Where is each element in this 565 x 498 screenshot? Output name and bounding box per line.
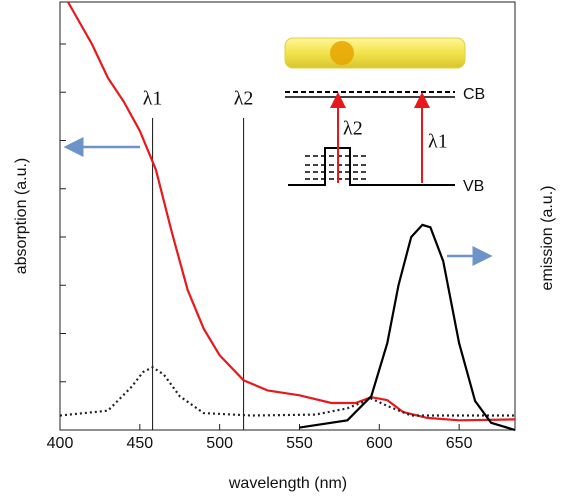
nanorod [284,37,466,69]
lambda2-label: λ2 [343,118,363,140]
x-tick-label: 600 [366,435,393,452]
lambda1-label: λ1 [428,131,448,153]
x-axis-label: wavelength (nm) [228,475,347,492]
x-tick-label: 400 [47,435,74,452]
y-axis-label: absorption (a.u.) [13,158,30,275]
marker-label: λ2 [234,88,254,110]
dot [330,41,354,65]
x-tick-label: 650 [446,435,473,452]
plot-frame [59,1,516,431]
series-line [299,223,516,432]
series-line [67,1,516,422]
inset: CB VB λ2 λ1 [284,37,485,195]
marker-label: λ1 [143,88,163,110]
x-tick-label: 550 [286,435,313,452]
dot-levels [305,155,368,180]
cb-label: CB [463,86,485,103]
x-tick-label: 500 [206,435,233,452]
series-line [59,366,515,417]
vb-label: VB [463,178,484,195]
x-tick-label: 450 [126,435,153,452]
y2-axis-label: emission (a.u.) [539,186,556,291]
